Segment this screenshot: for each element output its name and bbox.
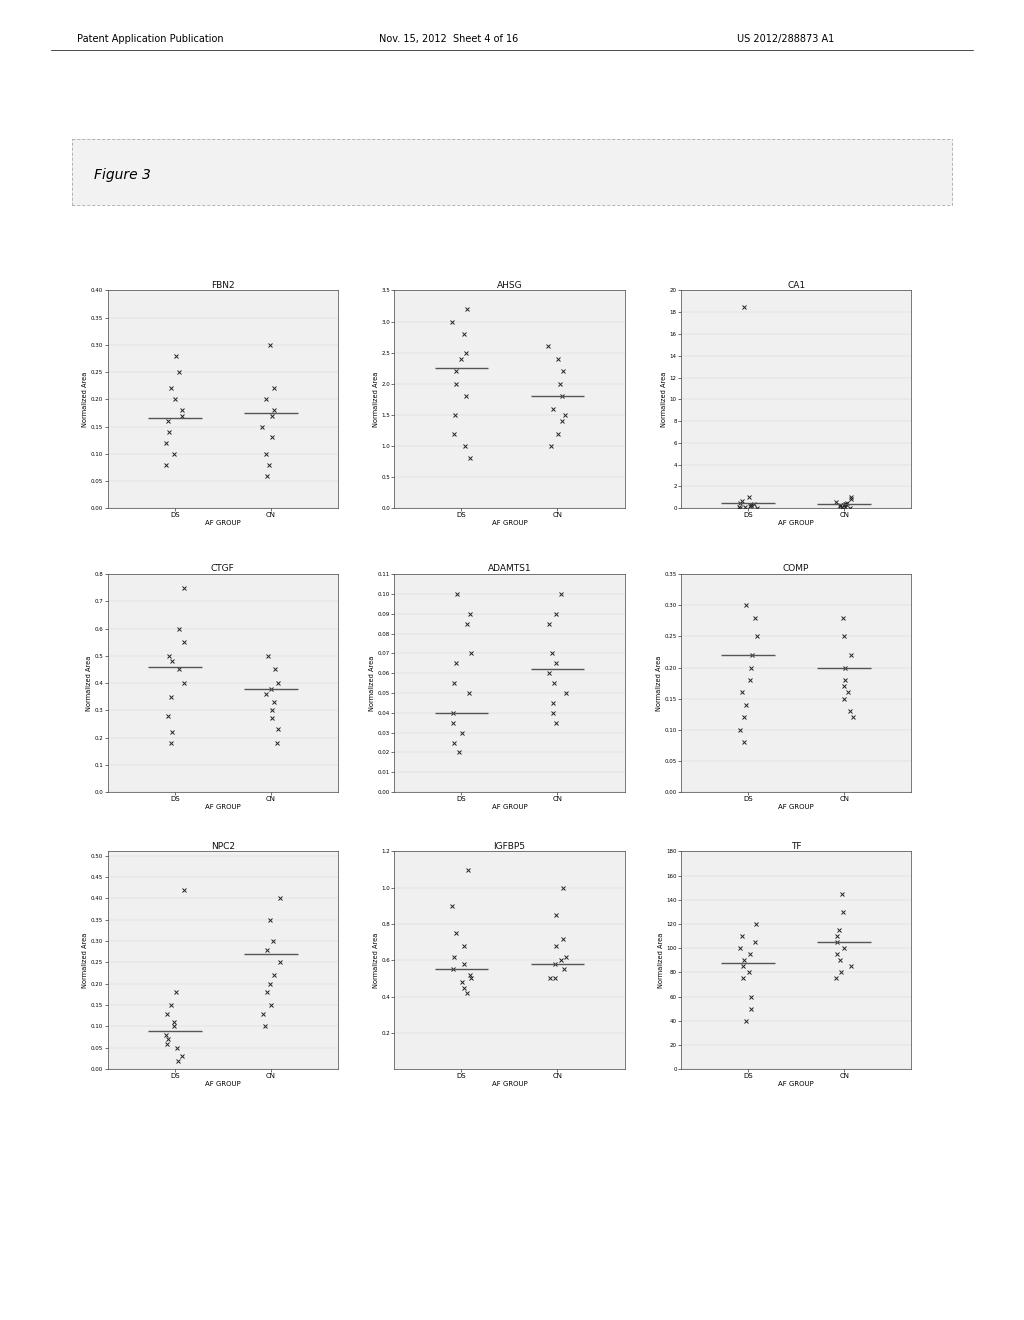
Text: Figure 3: Figure 3: [94, 168, 151, 182]
Y-axis label: Normalized Area: Normalized Area: [82, 933, 88, 987]
X-axis label: AF GROUP: AF GROUP: [205, 804, 241, 809]
Y-axis label: Normalized Area: Normalized Area: [373, 933, 379, 987]
Y-axis label: Normalized Area: Normalized Area: [86, 656, 92, 710]
Title: CTGF: CTGF: [211, 565, 234, 573]
Text: Patent Application Publication: Patent Application Publication: [77, 34, 223, 45]
X-axis label: AF GROUP: AF GROUP: [205, 520, 241, 525]
X-axis label: AF GROUP: AF GROUP: [778, 804, 814, 809]
Title: FBN2: FBN2: [211, 281, 234, 289]
Y-axis label: Normalized Area: Normalized Area: [655, 656, 662, 710]
Text: Nov. 15, 2012  Sheet 4 of 16: Nov. 15, 2012 Sheet 4 of 16: [379, 34, 518, 45]
X-axis label: AF GROUP: AF GROUP: [778, 520, 814, 525]
Title: NPC2: NPC2: [211, 842, 234, 850]
X-axis label: AF GROUP: AF GROUP: [778, 1081, 814, 1086]
Y-axis label: Normalized Area: Normalized Area: [82, 372, 88, 426]
X-axis label: AF GROUP: AF GROUP: [492, 804, 527, 809]
Title: IGFBP5: IGFBP5: [494, 842, 525, 850]
Title: TF: TF: [791, 842, 802, 850]
X-axis label: AF GROUP: AF GROUP: [492, 520, 527, 525]
Text: US 2012/288873 A1: US 2012/288873 A1: [737, 34, 835, 45]
Title: ADAMTS1: ADAMTS1: [487, 565, 531, 573]
Title: CA1: CA1: [787, 281, 805, 289]
Title: AHSG: AHSG: [497, 281, 522, 289]
X-axis label: AF GROUP: AF GROUP: [492, 1081, 527, 1086]
X-axis label: AF GROUP: AF GROUP: [205, 1081, 241, 1086]
Y-axis label: Normalized Area: Normalized Area: [657, 933, 664, 987]
Title: COMP: COMP: [783, 565, 809, 573]
Y-axis label: Normalized Area: Normalized Area: [369, 656, 375, 710]
Y-axis label: Normalized Area: Normalized Area: [662, 372, 667, 426]
Y-axis label: Normalized Area: Normalized Area: [373, 372, 379, 426]
